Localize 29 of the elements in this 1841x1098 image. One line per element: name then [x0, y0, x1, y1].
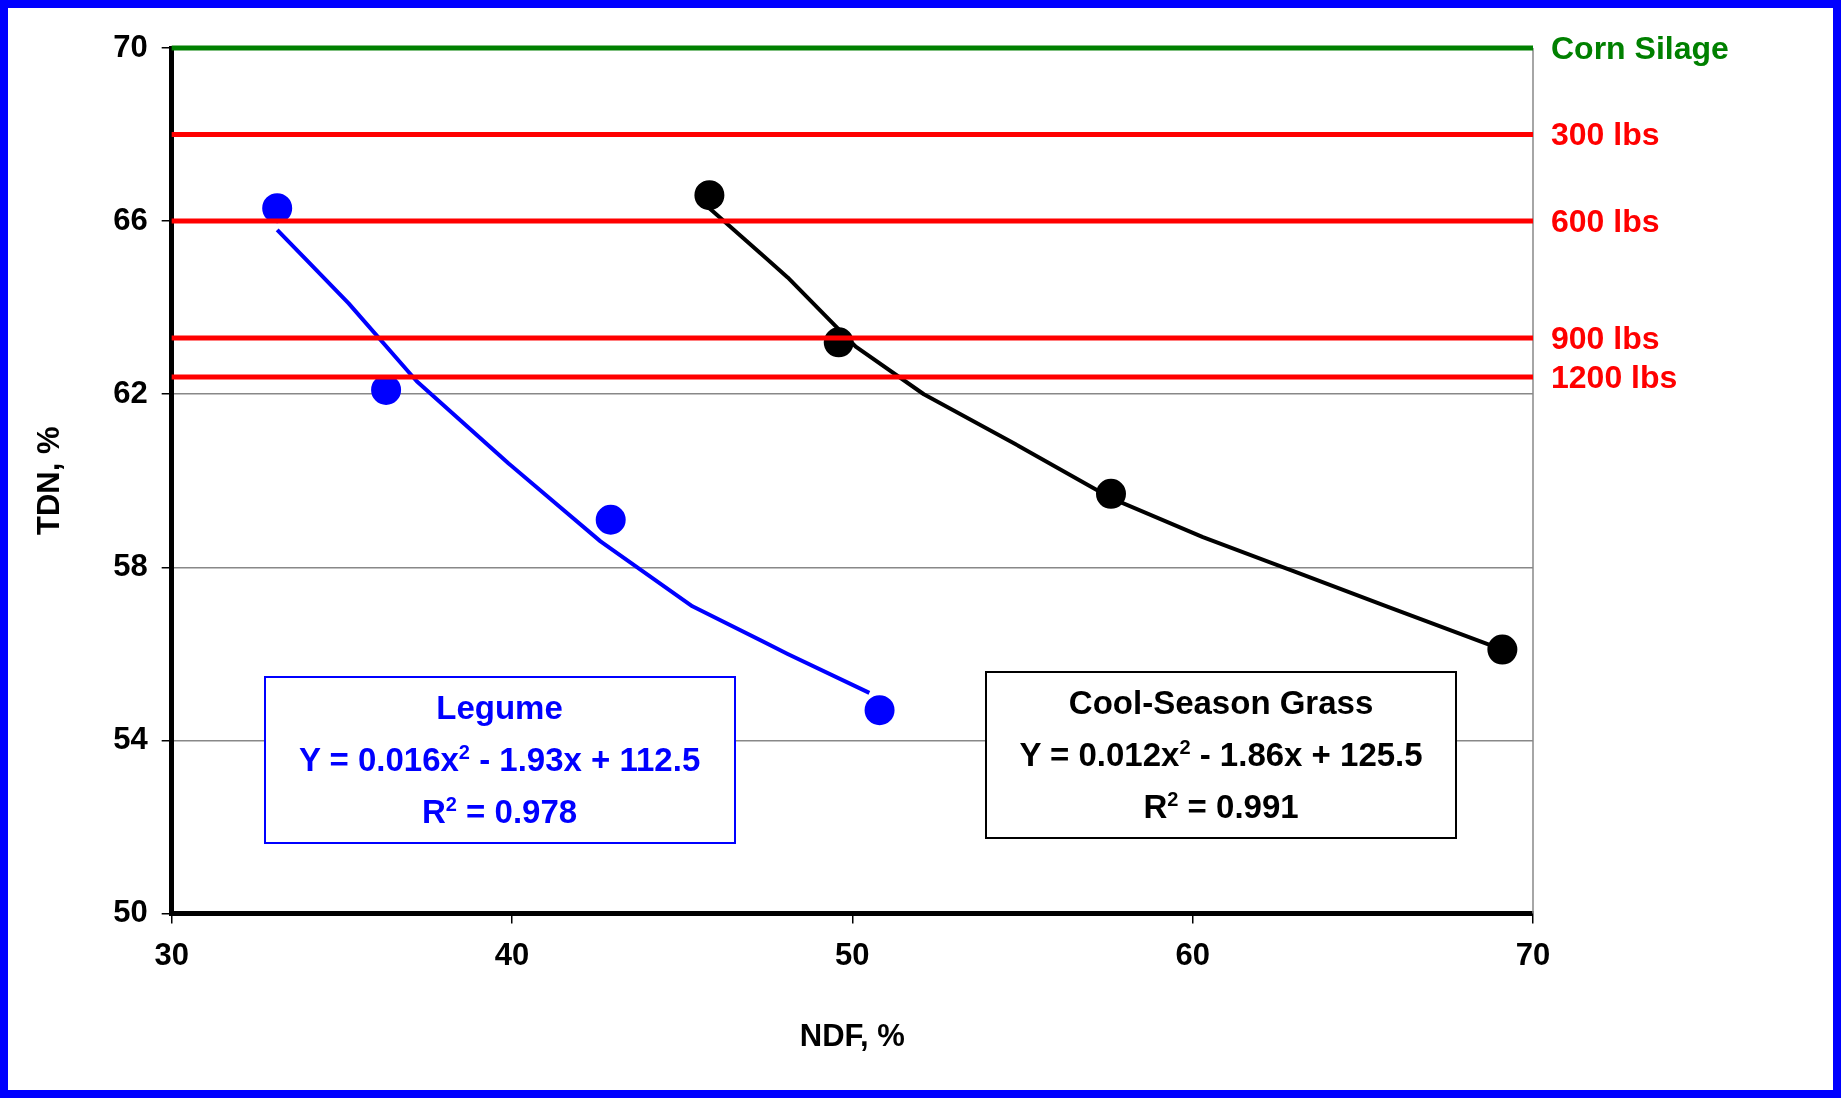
- annotation: Y = 0.012x$^{2}$ - 1.86x + 125.5: [1018, 735, 1424, 776]
- y-tick-label: 50: [113, 894, 148, 930]
- point: [1487, 634, 1518, 665]
- annotation: Y = 0.016x$^{2}$ - 1.93x + 112.5: [297, 739, 702, 780]
- y-axis-title: TDN, %: [31, 426, 67, 536]
- y-tick-label: 58: [113, 547, 148, 583]
- annotation: R$^{2}$ = 0.991: [1142, 787, 1300, 828]
- y-tick-label: 70: [113, 28, 148, 64]
- ref-line-label: 600 lbs: [1551, 202, 1660, 239]
- y-tick-label: 66: [113, 201, 148, 237]
- x-tick-label: 50: [835, 936, 870, 972]
- x-tick-label: 60: [1175, 936, 1210, 972]
- point: [595, 504, 626, 535]
- point: [864, 695, 895, 726]
- ref-line-label: Corn Silage: [1551, 29, 1729, 66]
- x-axis-title: NDF, %: [799, 1017, 905, 1053]
- x-tick-label: 30: [154, 936, 189, 972]
- point: [694, 180, 725, 211]
- ref-line-label: 900 lbs: [1551, 319, 1660, 356]
- text: Legume: [435, 687, 564, 728]
- point: [1095, 478, 1126, 509]
- x-tick-label: 40: [494, 936, 530, 972]
- x-tick-label: 70: [1515, 936, 1551, 972]
- text: Cool-Season Grass: [1067, 683, 1375, 724]
- y-tick-label: 54: [113, 721, 149, 757]
- ref-line-label: 1200 lbs: [1551, 358, 1678, 395]
- ref-line-label: 300 lbs: [1551, 116, 1660, 153]
- y-tick-label: 62: [113, 374, 148, 410]
- annotation: R$^{2}$ = 0.978: [420, 791, 579, 832]
